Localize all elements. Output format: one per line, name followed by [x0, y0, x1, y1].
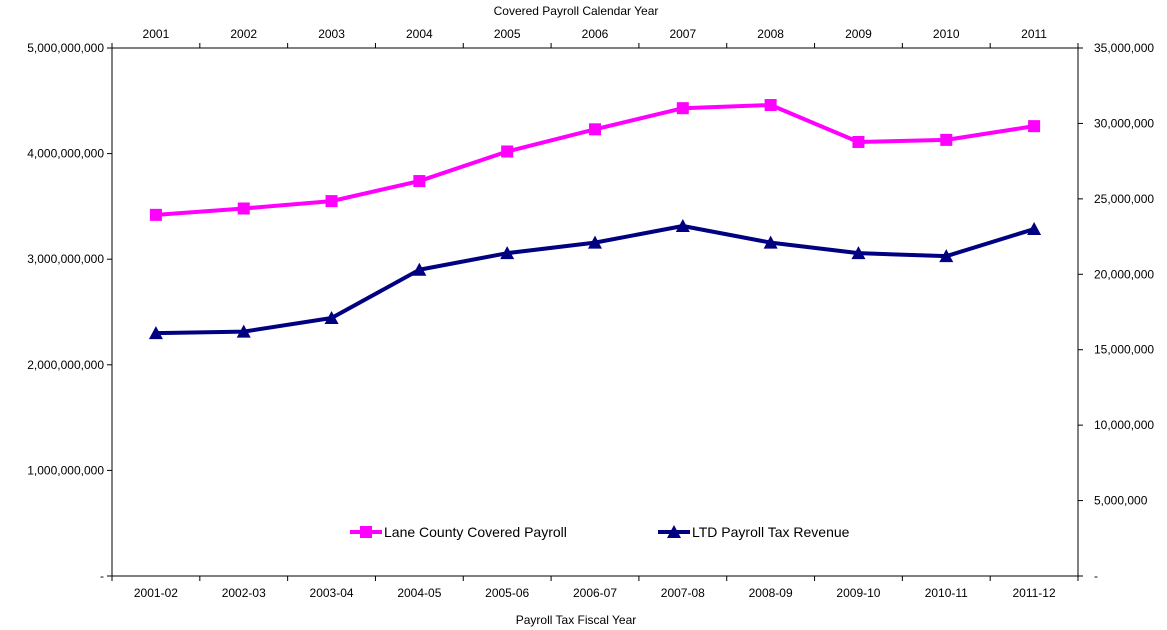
bottom-axis-tick-label: 2003-04	[310, 586, 354, 600]
axis-ticks: - 1,000,000,000 2,000,000,000 3,000,000,000…	[27, 27, 1154, 600]
top-axis-tick-label: 2001	[143, 27, 170, 41]
data-point-marker	[764, 99, 777, 112]
bottom-axis-tick-label: 2008-09	[749, 586, 793, 600]
top-axis-tick-label: 2006	[582, 27, 609, 41]
data-point-marker	[325, 195, 338, 208]
top-axis-tick-label: 2003	[318, 27, 345, 41]
data-point-marker	[851, 246, 866, 260]
right-axis-tick-label: 10,000,000	[1094, 418, 1154, 432]
right-axis-tick-label: 5,000,000	[1094, 494, 1148, 508]
data-point-marker	[324, 311, 339, 325]
bottom-axis-tick-label: 2011-12	[1013, 586, 1056, 600]
data-point-marker	[675, 219, 690, 233]
top-axis-tick-label: 2005	[494, 27, 521, 41]
top-axis-tick-label: 2010	[933, 27, 960, 41]
bottom-axis-tick-label: 2001-02	[134, 586, 178, 600]
bottom-axis-tick-label: 2009-10	[836, 586, 880, 600]
top-axis-tick-label: 2008	[757, 27, 784, 41]
right-axis-tick-label: 30,000,000	[1094, 116, 1154, 130]
data-point-marker	[500, 246, 515, 260]
series-group	[148, 99, 1042, 340]
right-axis-tick-label: 20,000,000	[1094, 267, 1154, 281]
legend-swatch-marker	[360, 526, 372, 538]
data-point-marker	[149, 208, 162, 221]
series-1	[148, 219, 1042, 340]
top-axis-title: Covered Payroll Calendar Year	[494, 4, 659, 18]
bottom-axis-tick-label: 2002-03	[222, 586, 266, 600]
right-axis-tick-label: 25,000,000	[1094, 192, 1154, 206]
plot-area	[111, 47, 1079, 577]
left-axis-tick-label: 3,000,000,000	[27, 252, 104, 266]
bottom-axis-tick-label: 2007-08	[661, 586, 705, 600]
top-axis-tick-label: 2004	[406, 27, 433, 41]
legend-label: Lane County Covered Payroll	[384, 524, 567, 540]
left-axis-tick-label: 1,000,000,000	[27, 463, 104, 477]
data-point-marker	[763, 235, 778, 249]
legend-swatch-marker	[667, 525, 681, 538]
data-point-marker	[413, 175, 426, 188]
right-axis-tick-label: 35,000,000	[1094, 41, 1154, 55]
data-point-marker	[939, 249, 954, 263]
left-axis-tick-label: 5,000,000,000	[27, 41, 104, 55]
top-axis-tick-label: 2009	[845, 27, 872, 41]
bottom-axis-tick-label: 2010-11	[925, 586, 968, 600]
data-point-marker	[501, 145, 514, 158]
left-axis-tick-label: 2,000,000,000	[27, 358, 104, 372]
data-point-marker	[588, 235, 602, 249]
data-point-marker	[237, 202, 250, 215]
left-axis-tick-label: -	[100, 569, 104, 583]
data-point-marker	[676, 102, 689, 115]
data-point-marker	[852, 135, 865, 148]
legend-label: LTD Payroll Tax Revenue	[692, 524, 850, 540]
bottom-axis-tick-label: 2005-06	[485, 586, 529, 600]
data-point-marker	[940, 133, 953, 146]
legend: Lane County Covered Payroll LTD Payroll T…	[350, 524, 850, 540]
data-point-marker	[412, 262, 427, 276]
right-axis-tick-label: -	[1094, 569, 1098, 583]
bottom-axis-tick-label: 2004-05	[397, 586, 441, 600]
left-axis-tick-label: 4,000,000,000	[27, 147, 104, 161]
data-point-marker	[236, 324, 251, 338]
right-axis-tick-label: 15,000,000	[1094, 343, 1154, 357]
data-point-marker	[1028, 120, 1041, 133]
top-axis-tick-label: 2011	[1021, 27, 1047, 41]
data-point-marker	[148, 326, 163, 340]
data-point-marker	[1027, 222, 1042, 236]
bottom-axis-title: Payroll Tax Fiscal Year	[516, 613, 637, 627]
data-point-marker	[589, 123, 601, 136]
series-0	[149, 99, 1041, 221]
top-axis-tick-label: 2002	[230, 27, 257, 41]
bottom-axis-tick-label: 2006-07	[573, 586, 617, 600]
top-axis-tick-label: 2007	[669, 27, 696, 41]
